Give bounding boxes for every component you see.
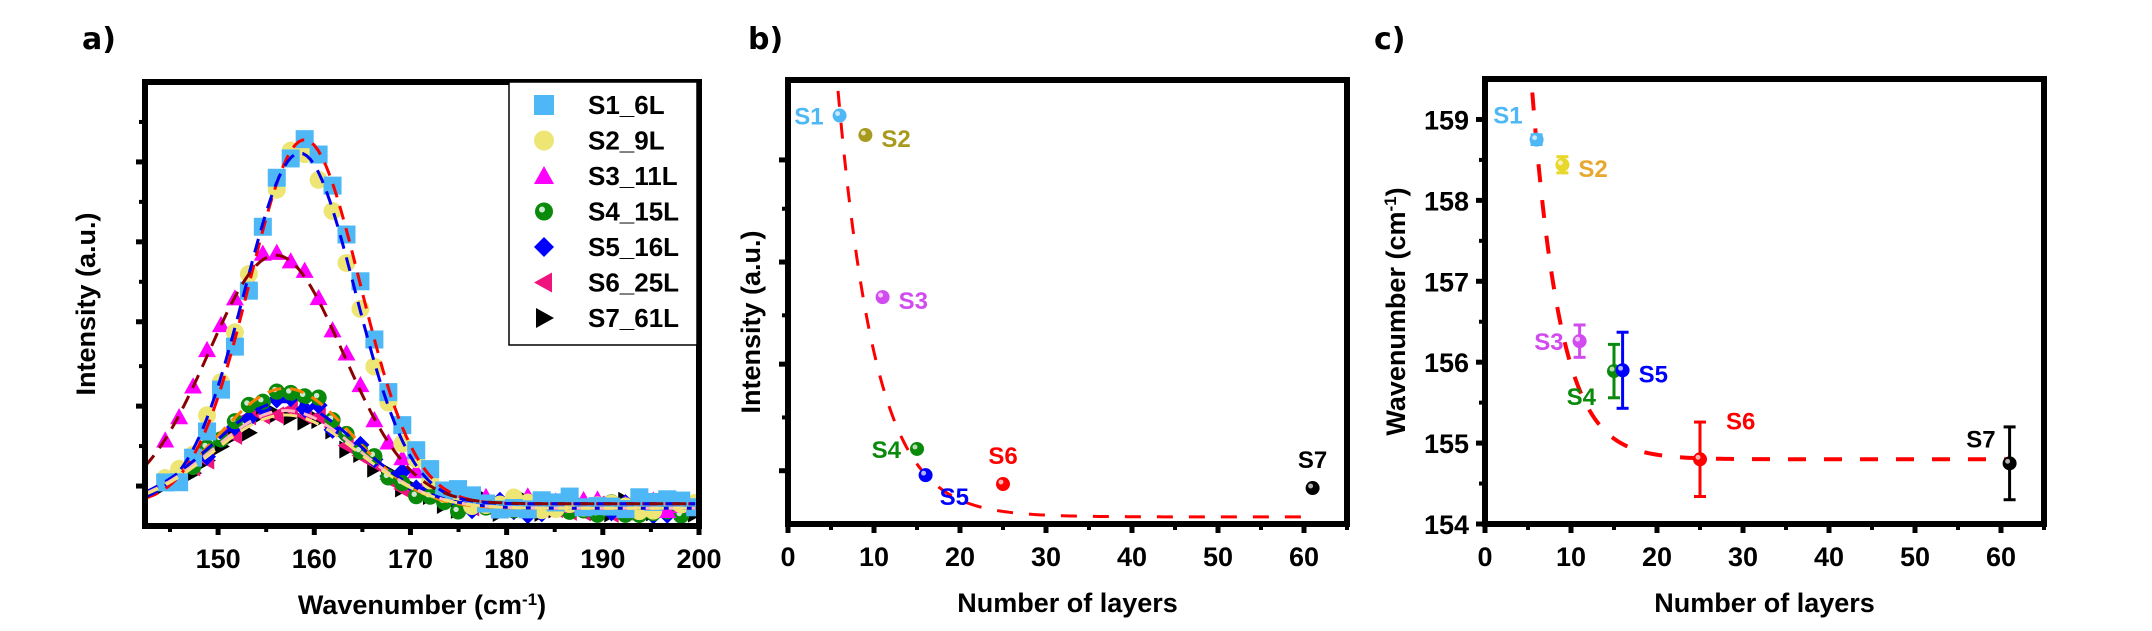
data-point (918, 468, 933, 483)
data-point (1693, 452, 1707, 467)
panel-c-chart: 154 155 156 157 158 159 S1 S2 S3 S4 S5 S6 S7 0 10 20 30 4… (1381, 76, 2047, 618)
y-tick-label: 156 (1424, 348, 1469, 378)
data-point (910, 441, 924, 456)
x-tick-label: 170 (388, 544, 433, 574)
data-point (996, 477, 1010, 492)
panel-c-label: c) (1374, 22, 1406, 57)
svg-text:S4_15L: S4_15L (588, 197, 679, 227)
plot-frame (785, 77, 1350, 527)
point-label: S1 (1493, 103, 1522, 130)
fit-curve (1530, 92, 2010, 462)
x-tick-label: 10 (859, 542, 889, 572)
y-tick-label: 155 (1424, 429, 1469, 459)
svg-text:S3_11L: S3_11L (588, 161, 678, 191)
fit-curve (145, 253, 696, 506)
point-label: S6 (1726, 408, 1755, 435)
point-label: S3 (1534, 329, 1563, 356)
data-point (1572, 334, 1587, 349)
data-point (858, 128, 873, 143)
data-point (2002, 456, 2017, 471)
point-label: S5 (1639, 361, 1668, 388)
legend-item: S4_15L (535, 197, 679, 227)
x-tick-label: 10 (1556, 542, 1586, 572)
x-tick-label: 30 (1031, 542, 1061, 572)
legend: S1_6L S2_9L S3_11L S4_15L S5_16L S6_25L S7_61L (508, 81, 698, 346)
point-label: S7 (1298, 447, 1327, 474)
x-tick-label: 50 (1900, 542, 1930, 572)
x-axis-title: Number of layers (957, 588, 1178, 618)
x-tick-label: 180 (484, 544, 529, 574)
svg-text:S1_6L: S1_6L (588, 90, 665, 120)
x-tick-label: 0 (1477, 542, 1492, 572)
point-label: S1 (794, 104, 823, 131)
y-axis-title: Intensity (a.u.) (736, 230, 766, 413)
svg-text:S5_16L: S5_16L (588, 232, 679, 262)
y-tick-label: 157 (1424, 267, 1469, 297)
point-label: S6 (988, 443, 1017, 470)
y-axis-title: Wavenumber (cm-1) (1381, 187, 1412, 435)
x-tick-label: 0 (780, 542, 795, 572)
legend-item: S2_9L (534, 126, 665, 156)
legend-item: S3_11L (534, 161, 678, 191)
x-tick-label: 60 (1289, 542, 1319, 572)
plot-frame (1482, 76, 2047, 527)
legend-item: S7_61L (536, 303, 679, 333)
data-point (1615, 363, 1630, 378)
x-tick-label: 40 (1117, 542, 1147, 572)
legend-item: S6_25L (534, 268, 679, 298)
y-axis-title: Intensity (a.u.) (71, 212, 101, 395)
x-tick-label: 30 (1728, 542, 1758, 572)
point-label: S2 (881, 126, 910, 153)
x-tick-label: 150 (196, 544, 241, 574)
y-tick-label: 159 (1424, 105, 1469, 135)
x-tick-label: 160 (292, 544, 337, 574)
panel-a-chart: 150 160 170 180 190 200 Wavenumber (cm-1) Inten… (71, 79, 722, 621)
fit-curve (145, 409, 696, 510)
y-tick-label: 158 (1424, 186, 1469, 216)
point-label: S4 (872, 437, 902, 464)
fit-curve (835, 80, 1313, 519)
x-tick-label: 190 (580, 544, 625, 574)
svg-text:S6_25L: S6_25L (588, 268, 679, 298)
x-tick-label: 50 (1203, 542, 1233, 572)
data-point (1529, 132, 1544, 147)
svg-text:S2_9L: S2_9L (588, 126, 665, 156)
data-point (1305, 481, 1320, 496)
x-axis-title: Number of layers (1654, 588, 1875, 618)
panel-b-label: b) (748, 22, 784, 57)
x-tick-label: 60 (1986, 542, 2016, 572)
svg-text:S7_61L: S7_61L (588, 303, 679, 333)
y-tick-label: 154 (1424, 510, 1469, 540)
data-point (1555, 157, 1570, 172)
point-label: S5 (940, 484, 969, 511)
x-tick-label: 40 (1814, 542, 1844, 572)
data-point (832, 108, 847, 123)
legend-item: S5_16L (534, 232, 679, 262)
point-label: S4 (1567, 384, 1597, 411)
plot-frame (142, 79, 702, 529)
legend-item: S1_6L (534, 90, 665, 120)
x-axis-title: Wavenumber (cm-1) (298, 590, 546, 621)
x-tick-label: 20 (1642, 542, 1672, 572)
panel-a-label: a) (82, 22, 116, 57)
x-tick-label: 20 (945, 542, 975, 572)
panel-b-chart: S1 S2 S3 S4 S5 S6 S7 0 10 20 30 40 50 60 Number of lay… (736, 77, 1350, 618)
point-label: S2 (1578, 156, 1607, 183)
data-point (875, 290, 890, 305)
x-tick-label: 200 (676, 544, 721, 574)
point-label: S7 (1966, 426, 1995, 453)
point-label: S3 (899, 288, 928, 315)
